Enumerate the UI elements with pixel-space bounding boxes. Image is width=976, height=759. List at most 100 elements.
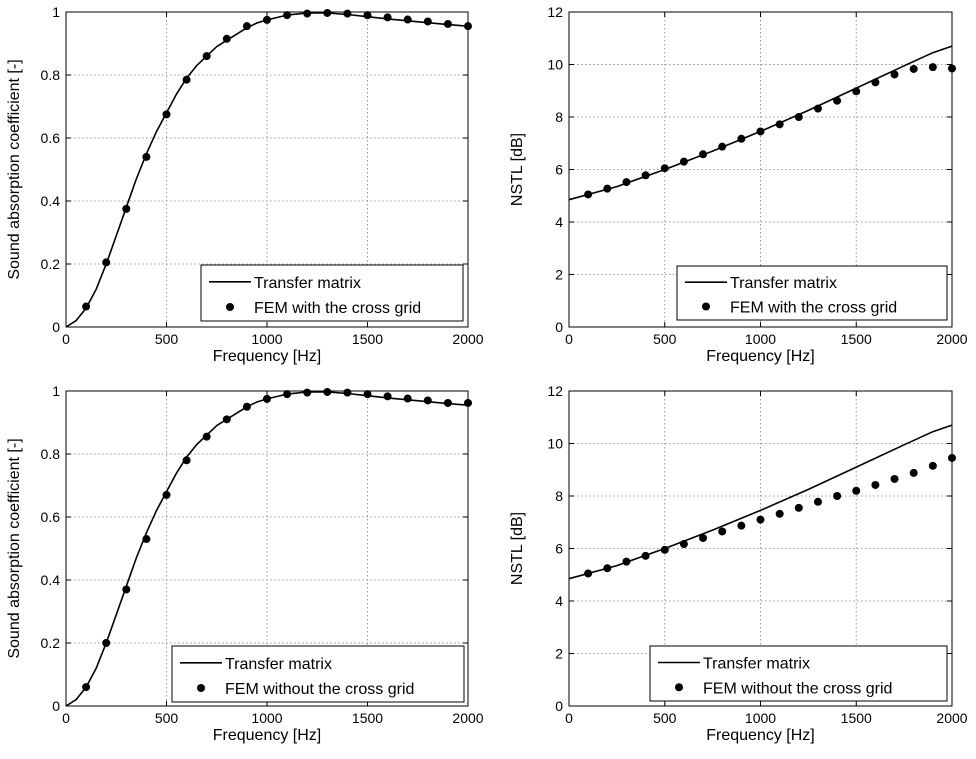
chart-1-series-fem-point xyxy=(464,22,472,31)
chart-4-xtick-label: 2000 xyxy=(936,710,967,726)
chart-2-ytick-label: 6 xyxy=(555,162,563,178)
chart-1-ytick-label: 0.6 xyxy=(41,130,61,146)
chart-4-series-fem-point xyxy=(794,503,803,512)
chart-1-series-fem-point xyxy=(443,19,452,28)
chart-2-series-fem-point xyxy=(641,171,650,180)
chart-1-ytick-label: 0.4 xyxy=(41,193,61,209)
chart-3-series-fem-point xyxy=(222,415,231,424)
chart-4-legend: Transfer matrix FEM without the cross gri… xyxy=(649,645,948,702)
chart-3-legend: Transfer matrix FEM without the cross gri… xyxy=(171,645,465,703)
chart-3-series-fem-point xyxy=(162,490,171,499)
chart-1-legend-label: FEM with the cross grid xyxy=(254,300,421,317)
chart-3-series-fem-point xyxy=(142,535,151,544)
chart-2-ytick-label: 0 xyxy=(555,319,563,335)
chart-2-series-fem-point xyxy=(756,127,765,136)
chart-2-legend-dot-swatch xyxy=(702,302,710,311)
chart-1-series-fem-point xyxy=(323,8,332,17)
chart-1-ytick-label: 0 xyxy=(52,319,60,335)
chart-3-series-fem-point xyxy=(323,387,332,396)
chart-2: 0 500 1000 1500 2000 0 2 4 6 8 10 12 Frequency [Hz] N… xyxy=(509,4,968,365)
chart-4-legend-box xyxy=(649,645,948,702)
chart-2-series-fem-point xyxy=(603,184,612,193)
chart-3-legend-dot-swatch xyxy=(197,684,205,692)
chart-1-series-fem-point xyxy=(82,302,91,311)
chart-2-ytick-label: 8 xyxy=(555,109,563,125)
chart-1-xtick-label: 1500 xyxy=(352,331,383,347)
chart-2-series-fem-point xyxy=(584,190,593,199)
chart-4-series-fem-point xyxy=(833,492,842,500)
chart-1-xtick-label: 0 xyxy=(62,331,70,347)
chart-1-series-fem-point xyxy=(182,75,191,84)
chart-4-legend-label: Transfer matrix xyxy=(703,656,810,673)
chart-1-legend-dot-swatch xyxy=(226,303,234,311)
chart-3-ytick-label: 1 xyxy=(52,383,60,399)
chart-1-series-fem-point xyxy=(343,9,352,18)
chart-2-series-fem-point xyxy=(737,134,746,143)
chart-3-xtick-label: 500 xyxy=(155,710,179,726)
chart-1-legend-label: Transfer matrix xyxy=(254,275,361,292)
chart-3-series-fem-point xyxy=(464,398,472,407)
chart-4-series-fem-point xyxy=(775,509,784,518)
chart-1-series-fem-point xyxy=(222,34,231,43)
chart-4-series-fem-point xyxy=(813,497,822,506)
chart-1-series-fem-point xyxy=(403,15,412,24)
chart-2-series-fem-point xyxy=(679,157,688,166)
chart-3-series-fem-point xyxy=(443,398,452,407)
chart-3-xtick-label: 2000 xyxy=(452,710,483,726)
chart-2-ylabel: NSTL [dB] xyxy=(509,133,526,206)
chart-4-xtick-label: 1000 xyxy=(745,710,776,726)
chart-4-series-fem-point xyxy=(718,527,727,536)
chart-2-series-fem-point xyxy=(852,87,861,96)
chart-4-series-fem-point xyxy=(756,515,765,524)
chart-3-series-fem-point xyxy=(363,390,372,399)
chart-3-ytick-label: 0.6 xyxy=(41,509,61,525)
chart-1-legend: Transfer matrix FEM with the cross grid xyxy=(200,264,464,322)
chart-1-series-fem-point xyxy=(363,11,372,20)
chart-4-series-fem-point xyxy=(948,453,956,462)
chart-4-legend-dot-swatch xyxy=(675,683,683,692)
chart-1-ytick-label: 1 xyxy=(52,4,60,20)
chart-2-legend-box xyxy=(676,265,948,321)
chart-1: 0 500 1000 1500 2000 0 0.2 0.4 0.6 0.8 1 Frequency … xyxy=(6,4,484,365)
chart-2-series-fem-point xyxy=(622,178,631,187)
chart-1-xtick-label: 1000 xyxy=(251,331,282,347)
chart-2-legend-label: FEM with the cross grid xyxy=(730,300,897,317)
chart-2-ytick-label: 2 xyxy=(555,267,563,283)
chart-3-series-fem-point xyxy=(403,394,412,403)
chart-4-ytick-label: 8 xyxy=(555,488,563,504)
chart-2-ytick-label: 12 xyxy=(547,4,563,20)
chart-1-series-fem-point xyxy=(162,110,171,119)
chart-2-legend: Transfer matrix FEM with the cross grid xyxy=(676,265,948,321)
chart-3-xtick-label: 0 xyxy=(62,710,70,726)
chart-4-ytick-label: 2 xyxy=(555,646,563,662)
chart-3-xtick-label: 1000 xyxy=(251,710,282,726)
chart-3-series-fem-point xyxy=(242,402,251,411)
chart-3-series-fem-point xyxy=(383,392,392,401)
chart-2-series-fem-point xyxy=(718,142,727,151)
chart-1-series-fem-point xyxy=(263,15,271,24)
chart-4-ytick-label: 12 xyxy=(547,383,563,399)
chart-1-xtick-label: 2000 xyxy=(452,331,483,347)
chart-3-xtick-label: 1500 xyxy=(352,710,383,726)
chart-3-series-fem-point xyxy=(102,639,111,647)
chart-3-series-fem-point xyxy=(263,394,271,403)
chart-1-series-fem-point xyxy=(283,11,292,20)
chart-4-ytick-label: 4 xyxy=(555,593,563,609)
chart-1-series-fem-point xyxy=(423,17,432,26)
chart-2-xtick-label: 1500 xyxy=(841,331,872,347)
chart-3-legend-box xyxy=(171,645,465,703)
chart-2-series-fem-point xyxy=(928,63,937,72)
chart-2-series-fem-point xyxy=(948,64,956,73)
chart-3-ytick-label: 0.2 xyxy=(41,635,61,651)
chart-4-series-fem-point xyxy=(928,461,937,470)
chart-4-xlabel: Frequency [Hz] xyxy=(706,727,814,744)
chart-1-series-fem-point xyxy=(142,152,151,161)
chart-4-series-fem-point xyxy=(679,540,688,549)
chart-4-xtick-label: 1500 xyxy=(841,710,872,726)
chart-2-xtick-label: 1000 xyxy=(745,331,776,347)
chart-1-series-fem-point xyxy=(383,13,392,22)
chart-1-series-fem-point xyxy=(242,22,251,31)
chart-4-series-fem-point xyxy=(641,551,650,560)
chart-4-series-fem-point xyxy=(890,474,899,483)
